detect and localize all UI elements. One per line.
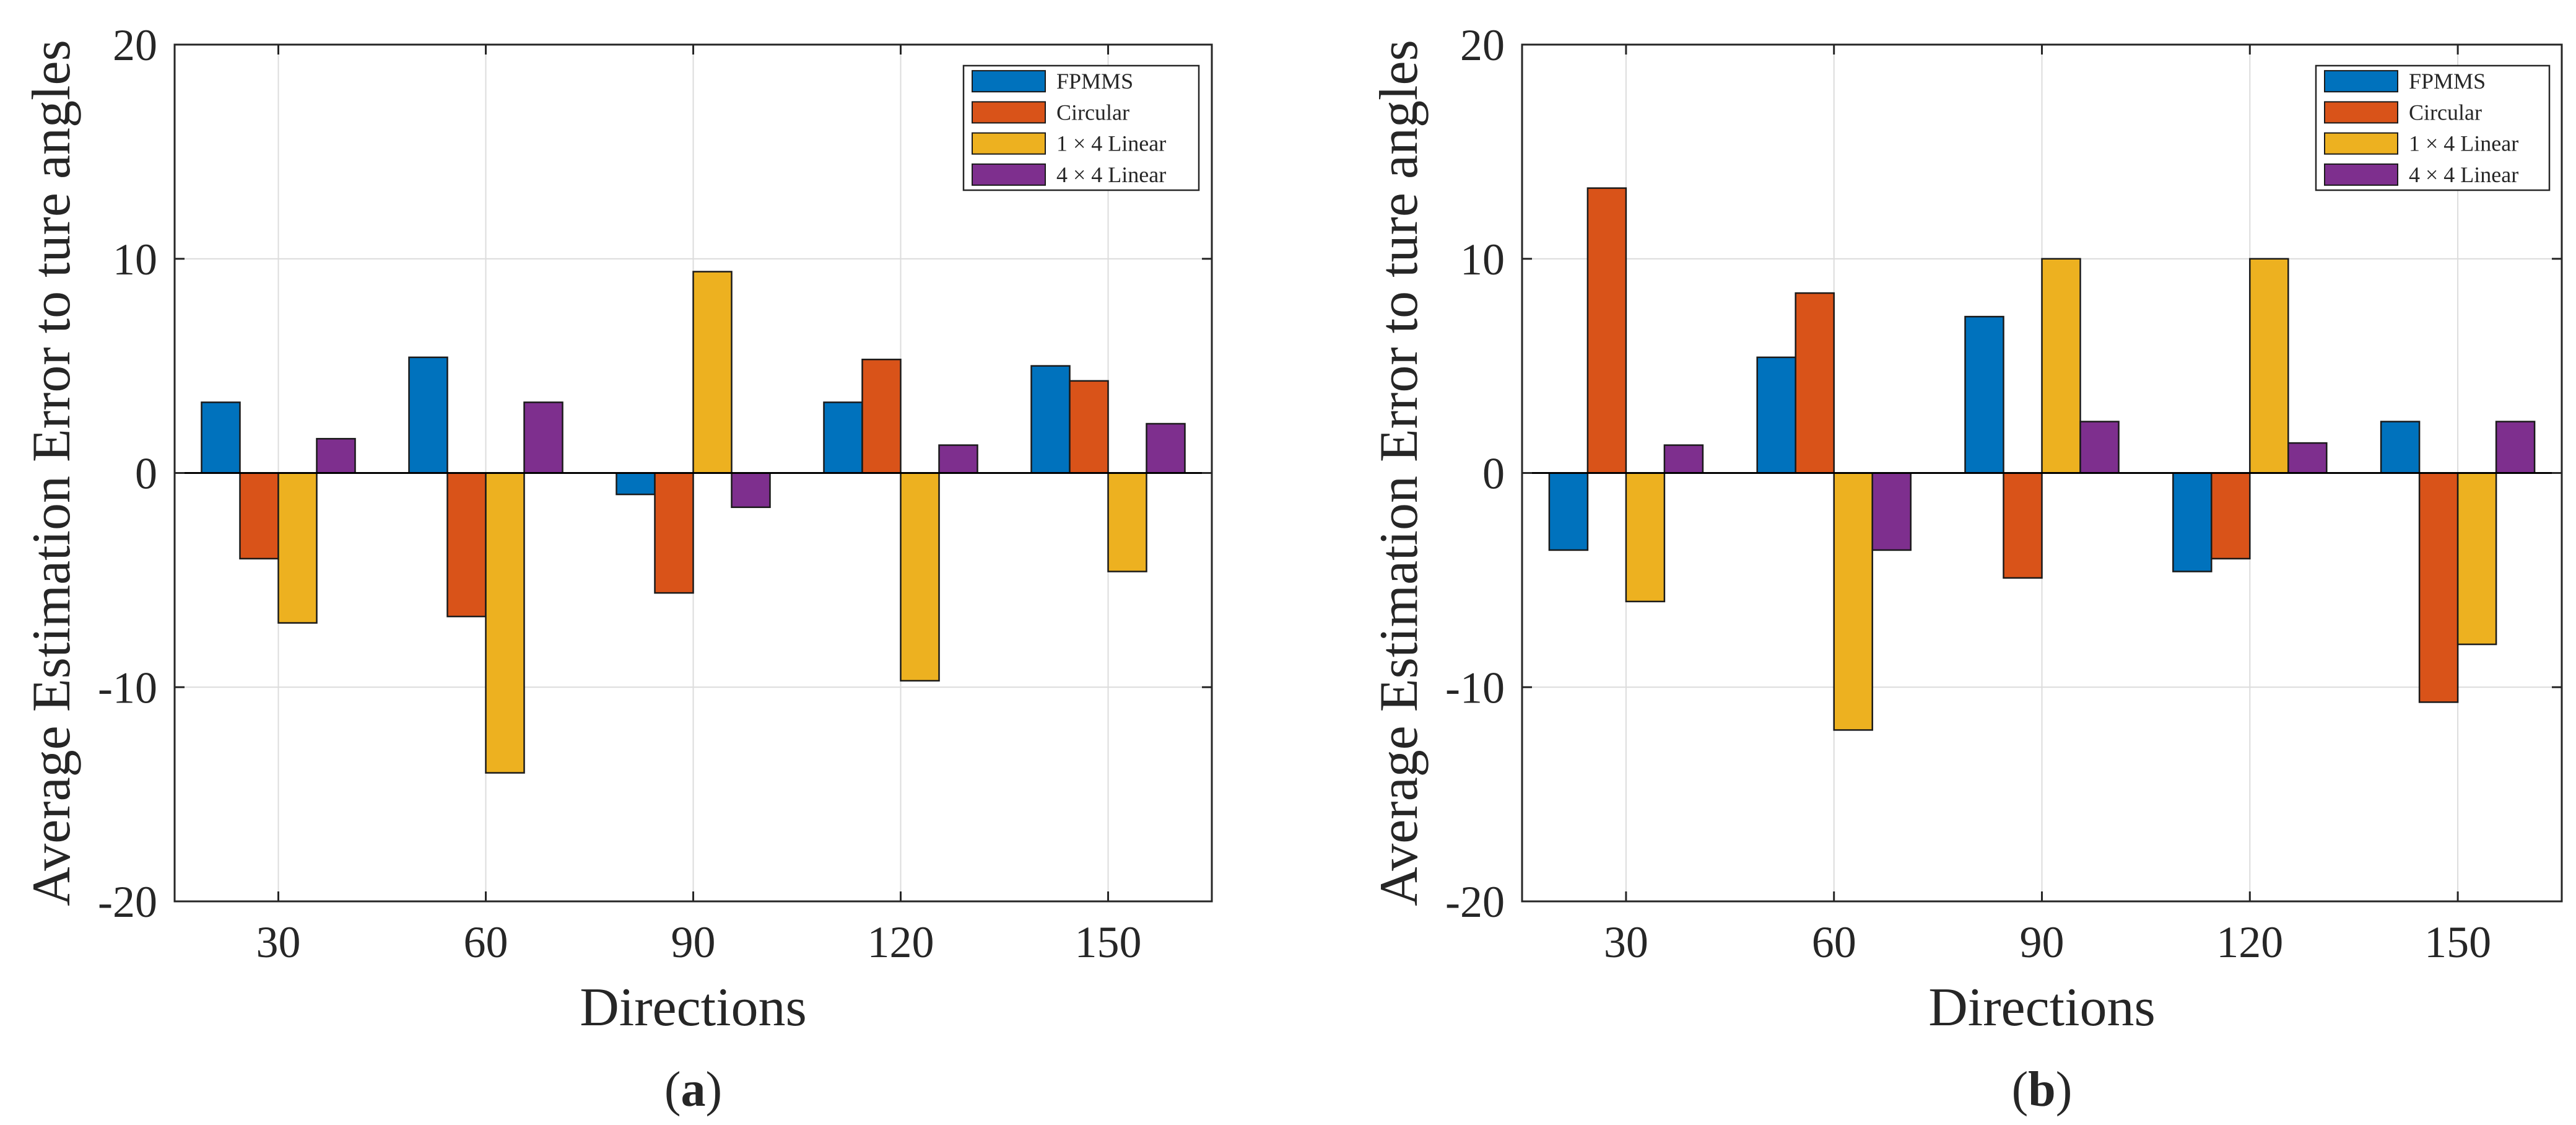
x-axis-label: Directions xyxy=(1928,978,2156,1038)
bar xyxy=(823,401,863,474)
y-tick-label: -20 xyxy=(1445,877,1505,927)
x-tick-label: 30 xyxy=(256,917,301,967)
bar xyxy=(408,356,448,474)
panel-label: (b) xyxy=(2012,1062,2073,1117)
legend-entry: 1 × 4 Linear xyxy=(1056,131,1166,156)
bar xyxy=(2380,421,2421,474)
panel-a: 30 60 90 120 150 -20 -10 0 10 20 Directions Average… xyxy=(22,20,1213,1117)
bar xyxy=(446,472,487,618)
bar xyxy=(1548,472,1589,551)
x-tick-label: 120 xyxy=(2216,917,2283,967)
legend-entry: 1 × 4 Linear xyxy=(2409,131,2518,156)
y-tick-label: -10 xyxy=(1445,663,1505,712)
bar xyxy=(1030,365,1071,474)
legend: FPMMS Circular 1 × 4 Linear 4 × 4 Linear xyxy=(962,64,1200,191)
y-tick-label: 0 xyxy=(135,449,157,499)
bar xyxy=(2041,258,2081,474)
legend-swatch xyxy=(972,70,1046,93)
legend-entry: FPMMS xyxy=(2409,69,2486,94)
bar xyxy=(731,472,771,509)
bar xyxy=(2172,472,2213,572)
bar xyxy=(485,472,525,774)
bar xyxy=(938,444,978,474)
bar xyxy=(861,359,902,474)
x-tick-label: 60 xyxy=(1812,917,1856,967)
bar xyxy=(1663,444,1704,474)
bar xyxy=(2249,258,2289,474)
legend-swatch xyxy=(972,163,1046,186)
x-axis-label: Directions xyxy=(580,978,807,1038)
bar xyxy=(1586,187,1627,474)
y-axis-label: Average Estimation Error to ture angles xyxy=(22,40,82,906)
bar xyxy=(692,271,733,474)
panel-letter: a xyxy=(681,1062,706,1117)
y-tick-label: 20 xyxy=(1460,20,1505,70)
y-tick-label: 10 xyxy=(1460,235,1505,284)
bar xyxy=(2079,421,2120,474)
panel-label: (a) xyxy=(664,1062,722,1117)
bar xyxy=(2495,421,2536,474)
legend-entry: Circular xyxy=(2409,100,2482,125)
bar xyxy=(2287,442,2328,474)
y-axis-label: Average Estimation Error to ture angles xyxy=(1369,40,1429,906)
bar xyxy=(1625,472,1666,603)
x-tick-label: 90 xyxy=(2020,917,2065,967)
y-tick-label: -10 xyxy=(98,663,157,712)
x-tick-label: 150 xyxy=(1075,917,1142,967)
bar xyxy=(900,472,940,682)
legend-swatch xyxy=(2324,101,2398,124)
bar xyxy=(277,472,318,624)
panel-letter: b xyxy=(2028,1062,2056,1117)
bar xyxy=(1833,472,1873,731)
legend-entry: 4 × 4 Linear xyxy=(2409,162,2518,187)
legend-entry: FPMMS xyxy=(1056,69,1133,94)
bar xyxy=(201,401,241,474)
bar xyxy=(316,437,356,474)
bar xyxy=(1871,472,1912,551)
bar xyxy=(2418,472,2459,703)
legend-swatch xyxy=(2324,132,2398,155)
bar xyxy=(1069,380,1109,474)
x-tick-label: 90 xyxy=(671,917,716,967)
bar xyxy=(1146,422,1186,474)
bar xyxy=(654,472,694,594)
bar xyxy=(523,401,564,474)
x-tick-label: 120 xyxy=(868,917,934,967)
legend-entry: Circular xyxy=(1056,100,1129,125)
legend-swatch xyxy=(2324,163,2398,186)
bar xyxy=(2456,472,2497,646)
bar xyxy=(1795,292,1835,474)
x-tick-label: 150 xyxy=(2424,917,2491,967)
bar xyxy=(616,472,656,496)
bar xyxy=(1964,315,2004,474)
legend-swatch xyxy=(2324,70,2398,93)
x-tick-label: 30 xyxy=(1604,917,1648,967)
legend-swatch xyxy=(972,101,1046,124)
y-tick-label: 0 xyxy=(1482,449,1505,499)
bar xyxy=(239,472,279,560)
legend-swatch xyxy=(972,132,1046,155)
y-tick-label: 10 xyxy=(113,235,157,284)
legend-entry: 4 × 4 Linear xyxy=(1056,162,1166,187)
y-tick-label: -20 xyxy=(98,877,157,927)
bar xyxy=(2211,472,2251,560)
y-tick-label: 20 xyxy=(113,20,157,70)
bar xyxy=(2003,472,2043,579)
x-tick-label: 60 xyxy=(464,917,508,967)
legend: FPMMS Circular 1 × 4 Linear 4 × 4 Linear xyxy=(2315,64,2551,191)
bar xyxy=(1107,472,1147,572)
panel-b: 30 60 90 120 150 -20 -10 0 10 20 Directions Average… xyxy=(1369,20,2563,1117)
bar xyxy=(1756,356,1796,474)
